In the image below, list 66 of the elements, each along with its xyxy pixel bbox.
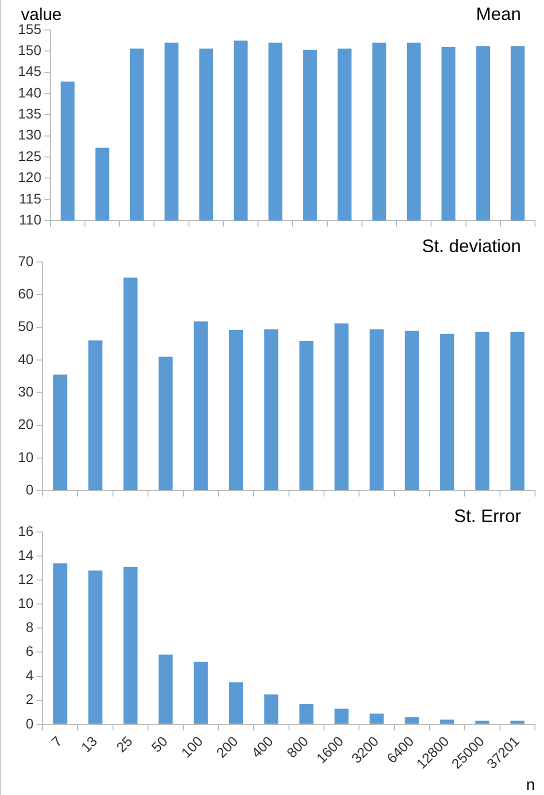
y-tick-label: 115: [19, 190, 42, 206]
bar: [194, 662, 208, 724]
y-tick-label: 12: [18, 570, 34, 587]
x-tick-label: 13: [78, 732, 100, 756]
x-tick-label: 50: [148, 732, 171, 756]
y-tick-label: 70: [18, 252, 34, 269]
bar: [158, 356, 173, 490]
y-tick-label: 6: [26, 643, 34, 660]
bar: [404, 717, 419, 724]
bar: [510, 720, 524, 724]
y-tick-label: 145: [18, 63, 42, 80]
bar: [123, 566, 138, 724]
chart-title: St. deviation: [422, 236, 521, 256]
y-tick-label: 135: [18, 106, 42, 122]
y-tick-label: 20: [18, 416, 34, 432]
y-tick-label: 4: [26, 667, 34, 684]
x-axis-title: n: [526, 776, 535, 794]
bar: [510, 332, 524, 490]
y-tick-label: 0: [26, 481, 34, 498]
bar: [53, 374, 68, 490]
bar: [53, 563, 68, 724]
bar: [370, 714, 384, 724]
bar: [158, 654, 173, 724]
y-tick-label: 50: [18, 318, 34, 334]
y-tick-label: 14: [18, 546, 34, 563]
bar: [228, 330, 244, 490]
bar: [228, 682, 244, 724]
y-tick-label: 150: [18, 42, 42, 58]
bar: [334, 708, 349, 724]
bar: [440, 720, 454, 724]
y-tick-label: 10: [18, 448, 34, 465]
y-tick-label: 130: [18, 126, 42, 143]
x-tick-label: 100: [178, 732, 206, 761]
bar: [299, 341, 314, 490]
chart-title: Mean: [476, 4, 521, 24]
bar: [440, 334, 454, 490]
y-tick-label: 30: [18, 383, 34, 400]
y-tick-label: 140: [18, 84, 42, 100]
y-tick-label: 125: [18, 148, 42, 164]
x-tick-label: 200: [213, 732, 242, 761]
bar: [264, 694, 278, 724]
bar: [370, 329, 384, 490]
bar: [334, 323, 349, 490]
bar: [475, 332, 490, 490]
bar: [264, 329, 278, 490]
x-tick-label: 25: [113, 732, 136, 756]
y-tick-label: 10: [18, 595, 34, 612]
chart-title: St. Error: [454, 506, 521, 526]
bar: [299, 704, 314, 724]
x-tick-label: 400: [248, 732, 276, 761]
y-tick-label: 110: [19, 211, 42, 228]
y-tick-label: 40: [18, 350, 34, 367]
y-tick-label: 16: [18, 522, 34, 539]
x-tick-label: 800: [283, 732, 312, 761]
y-tick-label: 120: [18, 169, 42, 186]
bar: [475, 720, 490, 724]
bar: [88, 570, 102, 724]
y-tick-label: 8: [26, 619, 34, 636]
y-tick-label: 60: [18, 286, 34, 302]
bar: [123, 278, 138, 490]
y-tick-label: 0: [26, 715, 34, 732]
bar: [404, 330, 419, 490]
bar: [88, 340, 102, 490]
y-tick-label: 2: [26, 691, 34, 708]
x-tick-label: 7: [48, 732, 66, 750]
bar: [194, 321, 208, 490]
